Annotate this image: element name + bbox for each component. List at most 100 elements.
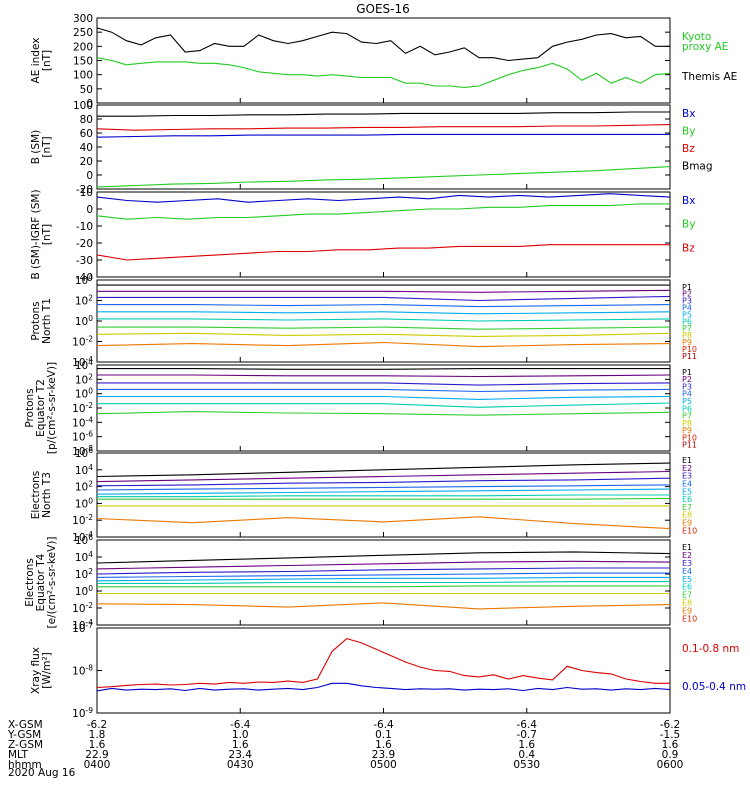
ylabel: Xray flux (30, 647, 42, 694)
legend-entry: E2 (682, 464, 692, 473)
legend-entry: P6 (682, 404, 692, 413)
plot-title: GOES-16 (356, 2, 410, 16)
legend-entry: E6 (682, 495, 692, 504)
legend-entry: By (682, 126, 695, 138)
legend-entry: P4 (682, 390, 692, 399)
ytick-label: 80 (80, 114, 93, 126)
legend-entry: Bz (682, 242, 695, 254)
series-bx (96, 193, 671, 203)
footer-value: 0400 (84, 759, 111, 771)
series-e4 (96, 484, 671, 491)
series-e9 (96, 516, 671, 530)
legend-entry: E9 (682, 519, 692, 528)
ytick-label: 0 (86, 204, 93, 216)
footer-value: 1.8 (89, 729, 106, 741)
ytick-label: 40 (80, 142, 93, 154)
legend-entry: 0.1-0.8 nm (682, 643, 739, 655)
series-p7 (96, 411, 671, 416)
series-kyoto-proxy-ae (96, 57, 671, 88)
panel-xray: 10-7 10-8 10-9 Xray flux [W/m²] 0.1-0.8 nm 0.0… (30, 621, 746, 720)
ylabel: [W/m²] (41, 652, 53, 689)
legend-entry: Bmag (682, 161, 713, 173)
ylabel: AE index (30, 38, 42, 84)
legend-entry: P3 (682, 297, 692, 306)
legend-entry: By (682, 219, 695, 231)
footer-value: 1.0 (232, 729, 249, 741)
footer-value: 0.1 (375, 729, 392, 741)
ytick-label: 200 (73, 41, 93, 53)
series-p4 (97, 388, 671, 393)
series-e1 (96, 462, 671, 478)
ytick-label: 250 (73, 27, 93, 39)
footer-value: -6.4 (230, 719, 251, 731)
ylabel: [nT] (41, 224, 53, 245)
footer-value: -6.4 (373, 719, 394, 731)
footer-value: 0430 (227, 759, 254, 771)
series-p1 (97, 368, 670, 370)
legend-entry: P10 (682, 345, 697, 354)
series-e2 (96, 470, 671, 483)
series-p5 (97, 311, 671, 315)
legend-entry: P11 (682, 352, 697, 361)
ytick-label: 10-2 (72, 401, 93, 415)
footer-value: 0530 (513, 759, 540, 771)
footer-value: -6.2 (87, 719, 108, 731)
ytick-label: 100 (75, 387, 93, 401)
legend-entry: 0.05-0.4 nm (682, 681, 746, 693)
panel-frame (96, 191, 671, 278)
legend-entry: E10 (682, 614, 697, 623)
ytick-label: 104 (75, 273, 93, 287)
ytick-label: -40 (76, 272, 93, 284)
series-p6 (97, 402, 671, 408)
ytick-label: 102 (75, 567, 93, 581)
ytick-label: 10-4 (72, 415, 93, 429)
series-bx (96, 133, 670, 138)
footer-value: -6.2 (660, 719, 681, 731)
footer-value: 1.6 (662, 739, 679, 751)
ytick-label: 104 (75, 358, 93, 372)
ytick-label: 10-8 (72, 664, 93, 678)
ephemeris-footer: 2020 Aug 16 X-GSM -6.2 -6.4 -6.4 -6.4 -6.2 Y-G… (7, 719, 683, 779)
series-p2 (97, 289, 671, 293)
ytick-label: 10-2 (72, 601, 93, 615)
legend-entry: P7 (682, 324, 692, 333)
ytick-label: 60 (80, 128, 93, 140)
footer-value: 1.6 (232, 739, 249, 751)
legend-entry: P4 (682, 303, 692, 312)
series-0-1-0-8-nm (96, 637, 670, 689)
series-by (96, 166, 671, 188)
ytick-label: 100 (73, 70, 93, 82)
footer-value: 0.9 (662, 749, 679, 761)
ylabel: [nT] (41, 136, 53, 157)
footer-value: 0500 (370, 759, 397, 771)
series-bmag (97, 111, 670, 117)
ytick-label: 10-2 (72, 335, 93, 349)
legend-entry: Kyoto (682, 31, 711, 43)
ytick-label: 102 (75, 372, 93, 386)
ytick-label: 10-6 (72, 430, 93, 444)
series-e1 (96, 551, 671, 564)
series-e7 (97, 585, 670, 588)
panel-frame (96, 104, 671, 190)
legend-entry: E6 (682, 583, 692, 592)
legend-entry: P9 (682, 338, 692, 347)
series-e5 (96, 576, 670, 582)
footer-row-label: X-GSM (8, 719, 43, 731)
series-e6 (97, 494, 670, 498)
panel-frame (96, 17, 671, 104)
footer-value: 0.4 (518, 749, 535, 761)
footer-value: 1.6 (518, 739, 535, 751)
legend-entry: P5 (682, 310, 692, 319)
series-themis-ae (96, 27, 670, 62)
legend-entry: P5 (682, 397, 692, 406)
ylabel: Electrons (24, 558, 36, 607)
ylabel: North T1 (41, 298, 53, 344)
footer-row-label: MLT (8, 749, 28, 761)
ytick-label: 300 (73, 13, 93, 25)
ylabel: B (SM)-IGRF (SM) (30, 189, 42, 279)
legend-entry: E4 (682, 480, 692, 489)
